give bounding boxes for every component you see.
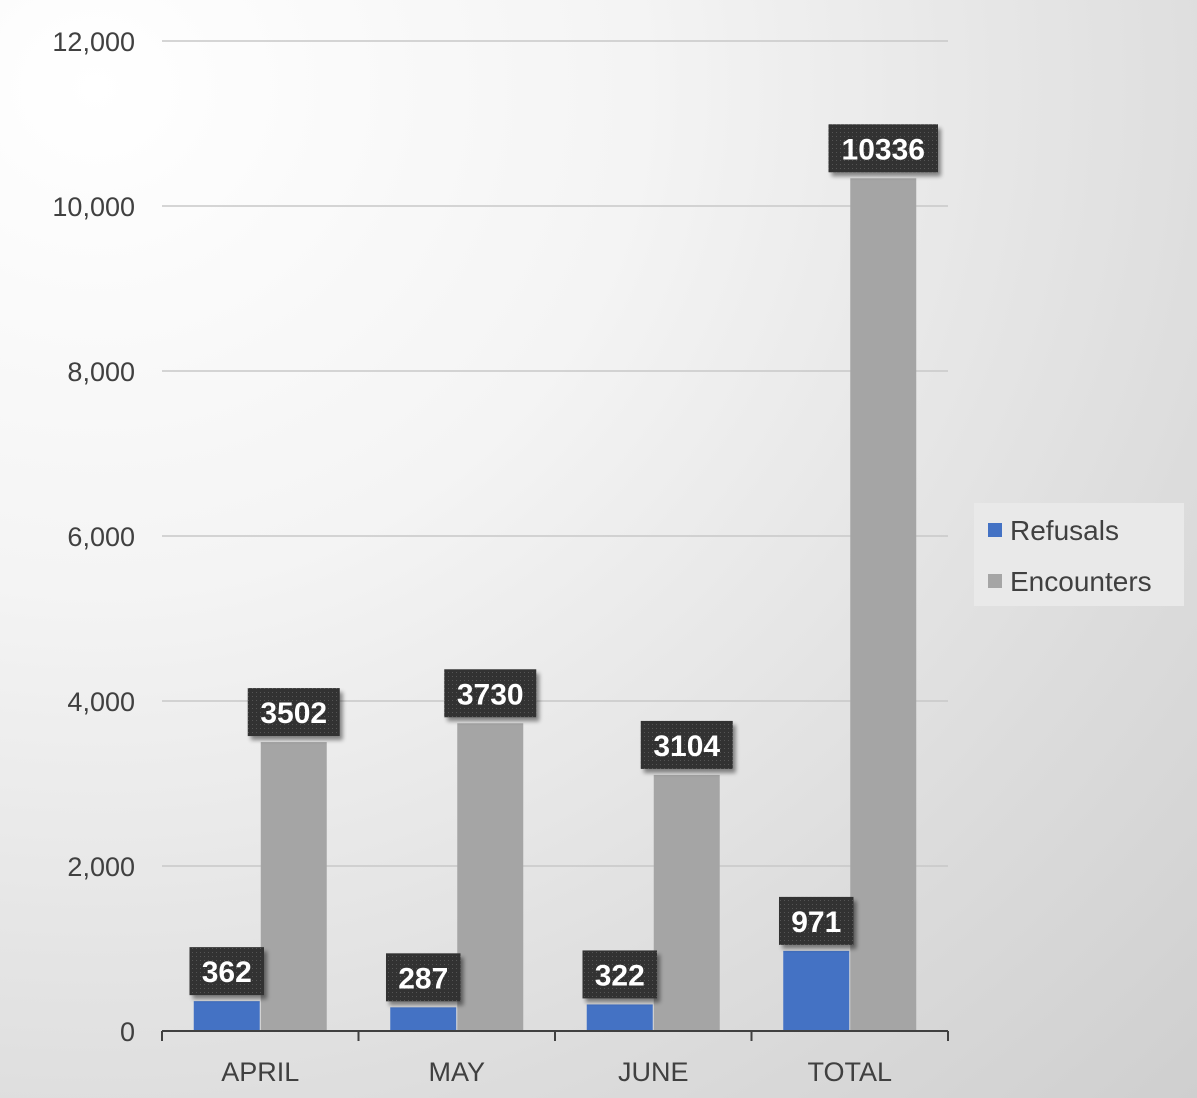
y-axis-tick-labels: 0 2,000 4,000 6,000 8,000 10,000 12,000 [52,27,135,1047]
bars [193,178,917,1031]
data-label-refusals-total: 971 [779,896,854,945]
data-label-value: 10336 [842,133,925,166]
x-axis-category-labels: APRIL MAY JUNE TOTAL [221,1057,892,1087]
bar-refusals-may [390,1007,457,1031]
data-label-box [640,720,733,769]
data-labels: 362 3502 287 3730 322 3104 971 10336 [189,124,938,1002]
data-label-encounters-april: 3502 [247,688,340,737]
y-tick-label: 0 [120,1017,135,1047]
bar-encounters-total [850,178,917,1031]
data-label-box [828,124,938,173]
x-axis [161,1030,949,1041]
data-label-value: 287 [398,962,448,995]
bar-encounters-june [653,774,720,1031]
bar-refusals-june [586,1004,653,1031]
legend-swatch-encounters [988,574,1002,588]
bar-refusals-april [193,1001,260,1031]
data-label-value: 3104 [653,730,720,763]
data-label-box [582,950,657,999]
data-label-value: 3730 [457,678,524,711]
legend: Refusals Encounters [974,503,1184,606]
legend-box [974,503,1184,606]
data-label-value: 971 [791,906,841,939]
bar-encounters-april [260,742,327,1031]
data-label-refusals-may: 287 [386,953,461,1002]
data-label-box [189,947,264,996]
y-tick-label: 2,000 [67,852,135,882]
bar-refusals-total [783,950,850,1031]
x-category-label: MAY [428,1057,485,1087]
y-tick-label: 12,000 [52,27,135,57]
bar-encounters-may [457,723,524,1031]
data-label-value: 3502 [260,697,327,730]
x-category-label: TOTAL [807,1057,892,1087]
y-tick-label: 10,000 [52,192,135,222]
data-label-box [247,688,340,737]
y-tick-label: 6,000 [67,522,135,552]
data-label-encounters-may: 3730 [444,669,537,718]
legend-swatch-refusals [988,523,1002,537]
data-label-box [386,953,461,1002]
y-tick-label: 8,000 [67,357,135,387]
data-label-box [779,896,854,945]
legend-label-refusals: Refusals [1010,515,1119,546]
data-label-encounters-total: 10336 [828,124,938,173]
data-label-box [444,669,537,718]
data-label-refusals-april: 362 [189,947,264,996]
data-label-value: 362 [202,956,252,989]
data-label-value: 322 [595,959,645,992]
data-label-refusals-june: 322 [582,950,657,999]
y-tick-label: 4,000 [67,687,135,717]
legend-label-encounters: Encounters [1010,566,1152,597]
x-category-label: JUNE [618,1057,689,1087]
x-category-label: APRIL [221,1057,299,1087]
data-label-encounters-june: 3104 [640,720,733,769]
